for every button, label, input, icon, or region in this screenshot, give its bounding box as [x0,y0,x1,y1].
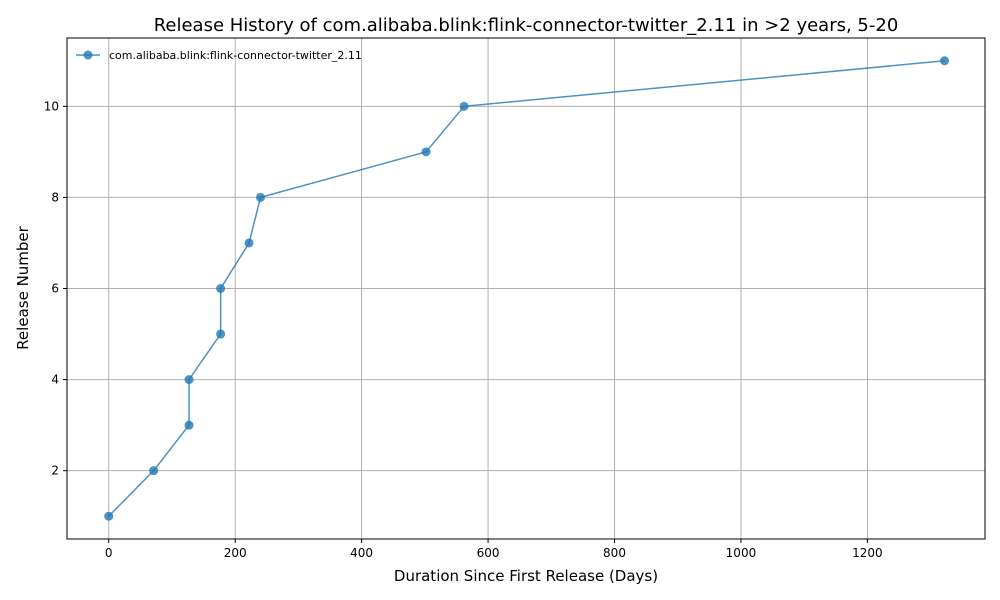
data-point [421,147,431,157]
grid-layer [67,38,985,539]
x-tick-label: 1000 [726,546,757,560]
y-tick-label: 6 [51,282,59,296]
y-tick-label: 10 [44,99,59,113]
data-point [184,375,194,385]
data-point [940,56,950,66]
x-tick-label: 600 [477,546,500,560]
data-point [255,192,265,202]
legend-marker [83,50,93,60]
data-point [216,284,226,293]
x-tick-label: 0 [105,546,113,560]
data-point [104,511,114,521]
tick-layer: 0 200 400 600 800 1000 1200 2 4 6 8 10 [44,99,883,560]
data-point [149,466,159,476]
y-tick-label: 8 [51,190,59,204]
data-point [216,329,226,339]
x-tick-label: 400 [350,546,373,560]
y-axis-label: Release Number [14,225,32,349]
y-tick-label: 4 [51,373,59,387]
x-tick-label: 800 [603,546,626,560]
x-axis-label: Duration Since First Release (Days) [394,567,658,585]
chart-title: Release History of com.alibaba.blink:fli… [154,15,899,36]
legend: com.alibaba.blink:flink-connector-twitte… [76,49,362,62]
x-tick-label: 1200 [852,546,883,560]
y-tick-label: 2 [51,464,59,478]
data-point [184,420,194,430]
series-layer [104,56,950,521]
legend-label: com.alibaba.blink:flink-connector-twitte… [109,49,362,62]
data-point [244,238,254,248]
data-point [459,101,469,111]
x-tick-label: 200 [224,546,247,560]
